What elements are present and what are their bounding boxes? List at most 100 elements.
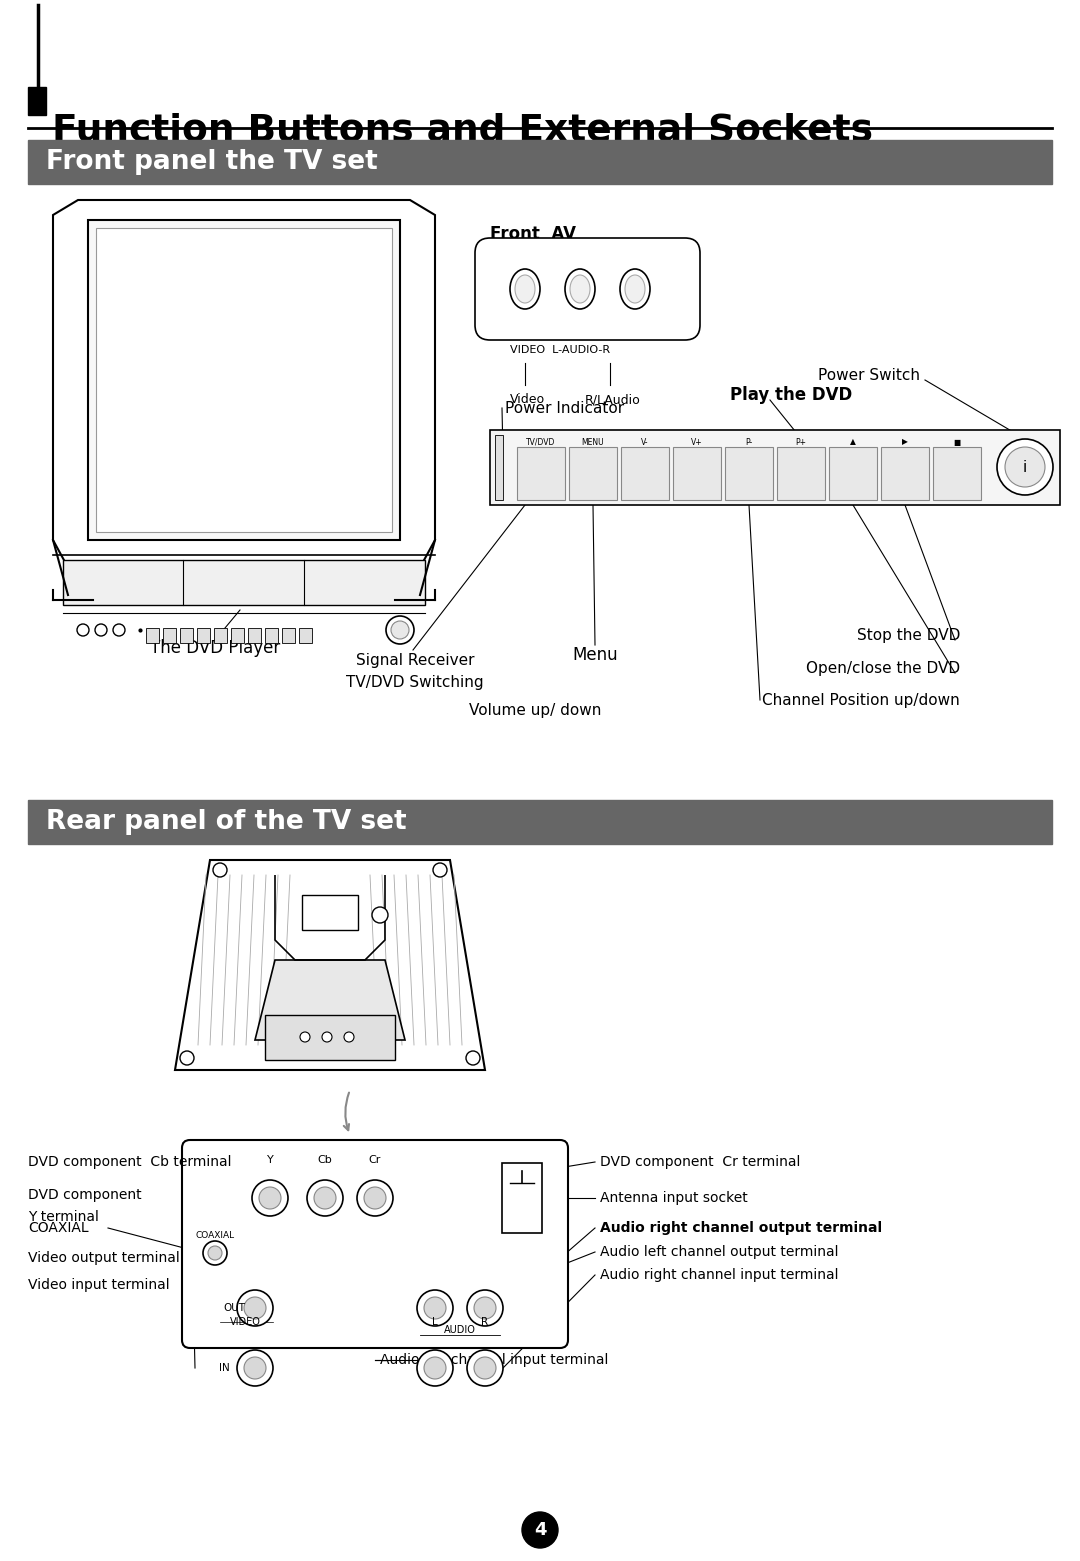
Text: COAXIAL: COAXIAL <box>195 1230 234 1239</box>
Circle shape <box>244 1357 266 1378</box>
Bar <box>881 446 929 500</box>
Circle shape <box>77 624 89 635</box>
Text: R/LAudio: R/LAudio <box>585 393 640 406</box>
Text: DVD component  Cr terminal: DVD component Cr terminal <box>600 1155 800 1169</box>
Text: AUDIO: AUDIO <box>444 1325 476 1335</box>
Ellipse shape <box>570 275 590 303</box>
Circle shape <box>252 1180 288 1216</box>
Circle shape <box>314 1186 336 1210</box>
Circle shape <box>467 1350 503 1386</box>
Circle shape <box>424 1297 446 1319</box>
Circle shape <box>203 1241 227 1264</box>
Circle shape <box>300 1032 310 1043</box>
Circle shape <box>259 1186 281 1210</box>
Text: Power Switch: Power Switch <box>818 367 920 382</box>
Text: Front  AV: Front AV <box>490 225 576 244</box>
Text: TV/DVD: TV/DVD <box>526 437 556 446</box>
Text: IN: IN <box>219 1363 230 1374</box>
Circle shape <box>357 1180 393 1216</box>
Bar <box>231 628 244 643</box>
Text: MENU: MENU <box>582 437 605 446</box>
Circle shape <box>345 1032 354 1043</box>
Bar <box>214 628 227 643</box>
Circle shape <box>113 624 125 635</box>
Text: Audio left channel input terminal: Audio left channel input terminal <box>380 1353 608 1367</box>
Text: Audio right channel output terminal: Audio right channel output terminal <box>600 1221 882 1235</box>
Text: L: L <box>432 1317 437 1327</box>
Bar <box>146 628 159 643</box>
Text: Signal Receiver: Signal Receiver <box>355 652 474 668</box>
Polygon shape <box>255 960 405 1040</box>
Ellipse shape <box>515 275 535 303</box>
Text: Y terminal: Y terminal <box>28 1210 99 1224</box>
Circle shape <box>474 1297 496 1319</box>
Text: Video output terminal: Video output terminal <box>28 1250 179 1264</box>
Ellipse shape <box>565 268 595 309</box>
Circle shape <box>433 863 447 877</box>
Circle shape <box>244 1297 266 1319</box>
Text: i: i <box>1023 459 1027 475</box>
Text: Power Indicator: Power Indicator <box>505 401 624 415</box>
Bar <box>63 560 426 606</box>
Text: ▶: ▶ <box>902 437 908 446</box>
Bar <box>28 87 46 116</box>
Text: V+: V+ <box>691 437 703 446</box>
Text: VIDEO  L-AUDIO-R: VIDEO L-AUDIO-R <box>510 345 610 354</box>
Bar <box>673 446 721 500</box>
Circle shape <box>208 1246 222 1260</box>
Circle shape <box>237 1289 273 1325</box>
Text: Stop the DVD: Stop the DVD <box>856 628 960 643</box>
Text: TV/DVD Switching: TV/DVD Switching <box>347 674 484 690</box>
Ellipse shape <box>625 275 645 303</box>
Text: Front panel the TV set: Front panel the TV set <box>46 148 378 175</box>
Text: The DVD Player: The DVD Player <box>150 638 280 657</box>
Text: OUT: OUT <box>222 1303 245 1313</box>
Polygon shape <box>175 860 485 1069</box>
Bar <box>829 446 877 500</box>
Text: R: R <box>482 1317 488 1327</box>
FancyBboxPatch shape <box>475 237 700 340</box>
Bar <box>725 446 773 500</box>
Text: Audio right channel input terminal: Audio right channel input terminal <box>600 1268 838 1282</box>
Bar <box>180 628 193 643</box>
Text: VIDEO: VIDEO <box>230 1317 260 1327</box>
Circle shape <box>474 1357 496 1378</box>
Bar <box>490 429 1059 506</box>
Circle shape <box>372 907 388 923</box>
Circle shape <box>237 1350 273 1386</box>
Bar <box>621 446 669 500</box>
Text: Video input terminal: Video input terminal <box>28 1278 170 1293</box>
Text: 4: 4 <box>534 1520 546 1539</box>
Bar <box>28 140 1052 184</box>
Text: Play the DVD: Play the DVD <box>730 386 852 404</box>
Text: DVD component  Cb terminal: DVD component Cb terminal <box>28 1155 231 1169</box>
Ellipse shape <box>510 268 540 309</box>
Text: Video: Video <box>510 393 545 406</box>
Bar <box>777 446 825 500</box>
Text: Menu: Menu <box>572 646 618 663</box>
Circle shape <box>417 1289 453 1325</box>
Circle shape <box>386 617 414 645</box>
Bar <box>517 446 565 500</box>
Bar <box>163 628 176 643</box>
Text: Volume up/ down: Volume up/ down <box>469 702 602 718</box>
Circle shape <box>180 1051 194 1065</box>
Circle shape <box>997 439 1053 495</box>
Text: Rear panel of the TV set: Rear panel of the TV set <box>46 809 407 835</box>
Ellipse shape <box>620 268 650 309</box>
Text: Cb: Cb <box>318 1155 333 1165</box>
Text: COAXIAL: COAXIAL <box>28 1221 89 1235</box>
Circle shape <box>95 624 107 635</box>
Bar <box>502 1163 542 1233</box>
Text: ■: ■ <box>954 437 960 446</box>
Bar <box>302 894 357 930</box>
Bar <box>933 446 981 500</box>
Bar <box>28 799 1052 845</box>
Circle shape <box>424 1357 446 1378</box>
Text: Function Buttons and External Sockets: Function Buttons and External Sockets <box>52 112 873 148</box>
Circle shape <box>465 1051 480 1065</box>
Circle shape <box>307 1180 343 1216</box>
Text: P+: P+ <box>796 437 807 446</box>
Text: Cr: Cr <box>368 1155 381 1165</box>
Bar <box>248 628 261 643</box>
